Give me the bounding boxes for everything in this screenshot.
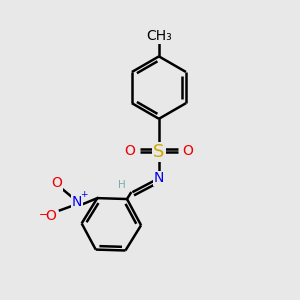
Text: O: O xyxy=(182,144,193,158)
Text: N: N xyxy=(72,195,83,209)
Text: O: O xyxy=(52,176,62,190)
Text: O: O xyxy=(124,144,136,158)
Text: O: O xyxy=(46,209,56,223)
Text: +: + xyxy=(80,190,88,199)
Text: CH₃: CH₃ xyxy=(146,29,172,44)
Text: −: − xyxy=(39,210,48,220)
Text: S: S xyxy=(153,143,165,161)
Text: H: H xyxy=(118,180,126,190)
Text: N: N xyxy=(154,171,164,185)
